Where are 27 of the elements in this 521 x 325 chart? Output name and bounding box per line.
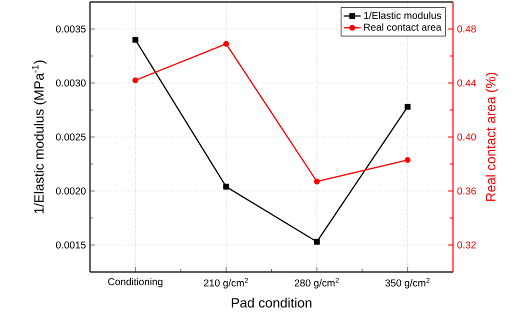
- y2-tick-label: 0.36: [457, 187, 476, 195]
- x-tick-label: 280 g/cm$^{2}$: [294, 278, 339, 288]
- legend-label: Real contact area: [364, 23, 442, 31]
- y2-tick-label: 0.32: [457, 241, 476, 249]
- y2-tick-label: 0.48: [457, 25, 476, 33]
- x-tick-label: 350 g/cm$^{2}$: [385, 278, 430, 288]
- y2-axis-title: Real contact area (%): [486, 72, 498, 201]
- point: [223, 184, 230, 190]
- y2-tick-label: 0.44: [457, 79, 476, 87]
- y-tick-label: 0.0030: [56, 79, 86, 87]
- y-tick-label: 0.0020: [56, 187, 86, 195]
- point: [223, 40, 230, 47]
- y-axis-title: 1/Elastic modulus (MPa$^{-1}$): [32, 60, 46, 214]
- point: [314, 238, 320, 245]
- point: [314, 178, 320, 184]
- y-tick-label: 0.0025: [56, 133, 86, 141]
- y-tick-label: 0.0035: [56, 25, 86, 33]
- x-axis-title: Pad condition: [232, 298, 312, 308]
- legend-label: 1/Elastic modulus: [364, 12, 442, 19]
- point: [404, 157, 411, 163]
- y-tick-label: 0.0015: [56, 241, 86, 249]
- point: [132, 77, 138, 84]
- y2-tick-label: 0.40: [457, 133, 476, 141]
- x-tick-label: 210 g/cm$^{2}$: [204, 278, 248, 288]
- point: [132, 36, 138, 43]
- point: [404, 104, 411, 110]
- x-tick-label: Conditioning: [108, 278, 162, 288]
